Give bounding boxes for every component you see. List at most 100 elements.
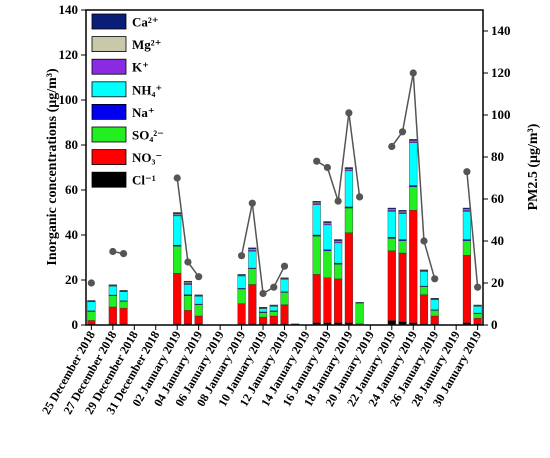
- y-right-tick-label: 60: [491, 191, 504, 206]
- pm25-point: [356, 193, 363, 200]
- y-right-tick-label: 20: [491, 275, 504, 290]
- y-right-tick-label: 40: [491, 233, 504, 248]
- bar-segment: [474, 318, 482, 324]
- bar-segment: [238, 304, 246, 324]
- bar-segment: [195, 296, 203, 304]
- pm25-point: [335, 198, 342, 205]
- bar-segment: [184, 296, 192, 311]
- bar-segment: [399, 241, 407, 253]
- bar-segment: [184, 285, 192, 295]
- y-left-tick-label: 140: [59, 2, 79, 17]
- pm25-point: [259, 290, 266, 297]
- bar-segment: [109, 286, 117, 295]
- bar-segment: [324, 225, 332, 250]
- pm25-point: [410, 69, 417, 76]
- bar-segment: [431, 316, 439, 324]
- bar-segment: [324, 222, 332, 223]
- pm25-point: [420, 237, 427, 244]
- pm25-point: [270, 284, 277, 291]
- bar-segment: [388, 251, 396, 321]
- bar-segment: [184, 310, 192, 324]
- bar-segment: [388, 208, 396, 209]
- legend-swatch: [92, 127, 126, 142]
- bar-segment: [195, 316, 203, 324]
- bar-segment: [259, 309, 267, 312]
- bar-segment: [345, 168, 353, 169]
- y-left-tick-label: 20: [65, 272, 78, 287]
- bar-segment: [313, 236, 321, 274]
- bar-segment: [270, 316, 278, 324]
- y-left-tick-label: 40: [65, 227, 78, 242]
- bar-segment: [409, 143, 417, 186]
- bar-segment: [248, 248, 256, 249]
- bar-segment: [281, 279, 289, 291]
- y-axis-right-title: PM2.5 (μg/m³): [526, 123, 541, 210]
- pm25-point: [109, 248, 116, 255]
- bar-segment: [463, 323, 471, 325]
- bar-segment: [259, 313, 267, 318]
- legend-swatch: [92, 104, 126, 119]
- bar-segment: [248, 269, 256, 285]
- bar-segment: [409, 187, 417, 211]
- pm25-line-segment: [327, 168, 338, 202]
- bar-segment: [334, 243, 342, 263]
- bar-segment: [313, 201, 321, 202]
- pm25-point: [120, 250, 127, 257]
- y-left-tick-label: 120: [59, 47, 79, 62]
- y-right-tick-label: 0: [491, 317, 498, 332]
- bar-segment: [420, 287, 428, 295]
- bar-segment: [109, 296, 117, 307]
- bar-segment: [431, 300, 439, 310]
- bar-segment: [334, 279, 342, 323]
- bar-segment: [409, 139, 417, 140]
- bar-segment: [88, 312, 96, 321]
- bar-segment: [409, 323, 417, 325]
- bar-segment: [324, 323, 332, 325]
- bar-segment: [334, 264, 342, 279]
- bar-segment: [399, 253, 407, 322]
- bar-segment: [313, 274, 321, 322]
- bar-segment: [324, 251, 332, 278]
- bar-segment: [399, 214, 407, 240]
- legend-label: Mg²⁺: [132, 37, 162, 52]
- bar-segment: [248, 251, 256, 268]
- bar-segment: [345, 171, 353, 207]
- y-left-tick-label: 60: [65, 182, 78, 197]
- legend-label: Cl⁻¹: [132, 173, 156, 188]
- bar-segment: [388, 211, 396, 237]
- pm25-point: [431, 275, 438, 282]
- bar-segment: [109, 307, 117, 324]
- y-right-tick-label: 140: [491, 23, 511, 38]
- legend-label: SO₄²⁻: [132, 128, 164, 143]
- pm25-line-segment: [403, 73, 414, 132]
- legend-swatch: [92, 150, 126, 165]
- bars-group: [88, 139, 482, 325]
- bar-segment: [463, 255, 471, 323]
- legend-swatch: [92, 59, 126, 74]
- pm25-point: [463, 168, 470, 175]
- legend-swatch: [92, 14, 126, 29]
- pm25-point: [313, 158, 320, 165]
- pm25-point: [399, 128, 406, 135]
- legend-label: NO₃⁻: [132, 150, 162, 165]
- bar-segment: [463, 241, 471, 256]
- pm25-point: [281, 263, 288, 270]
- y-right-tick-label: 120: [491, 65, 511, 80]
- pm25-point: [184, 258, 191, 265]
- bar-segment: [313, 323, 321, 325]
- bar-segment: [345, 323, 353, 325]
- bar-segment: [388, 238, 396, 250]
- legend-label: Na⁺: [132, 105, 155, 120]
- y-right-tick-label: 80: [491, 149, 504, 164]
- bar-segment: [238, 276, 246, 288]
- legend-label: Ca²⁺: [132, 15, 159, 30]
- bar-segment: [334, 323, 342, 325]
- bar-segment: [281, 292, 289, 304]
- bar-segment: [474, 314, 482, 319]
- bar-segment: [120, 308, 128, 324]
- bar-segment: [420, 295, 428, 324]
- legend-label: NH₄⁺: [132, 82, 162, 97]
- bar-segment: [88, 321, 96, 324]
- bar-segment: [420, 271, 428, 286]
